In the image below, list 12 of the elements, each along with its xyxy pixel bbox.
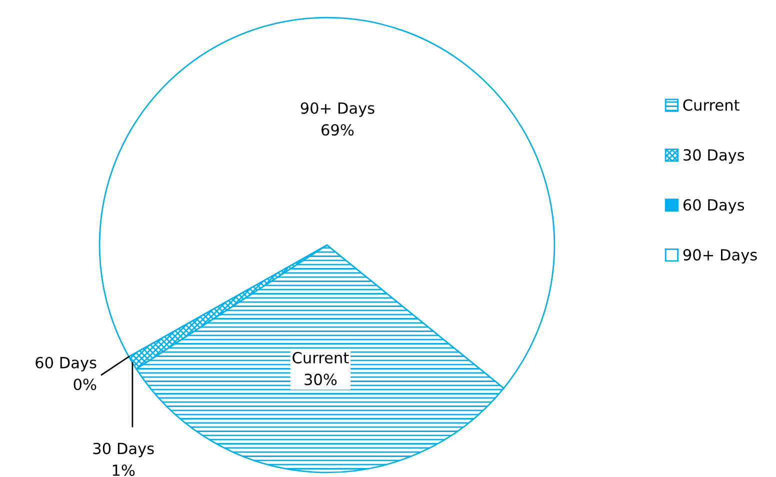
slice-label: 30 Days (93, 442, 154, 458)
legend-label: 90+ Days (683, 249, 757, 264)
slice-label: 90+ Days (300, 102, 374, 117)
data-label: 1% (112, 464, 135, 476)
legend-label: Current (683, 99, 740, 111)
legend-label: 30 Days (684, 149, 744, 164)
data-label: 69% (322, 124, 354, 136)
data-label: 30% (304, 374, 337, 386)
slice-label: Current (292, 352, 349, 364)
text: 0% (74, 378, 96, 390)
category-label: 60 Days (36, 356, 96, 372)
legend-label: 60 Days (683, 199, 744, 214)
